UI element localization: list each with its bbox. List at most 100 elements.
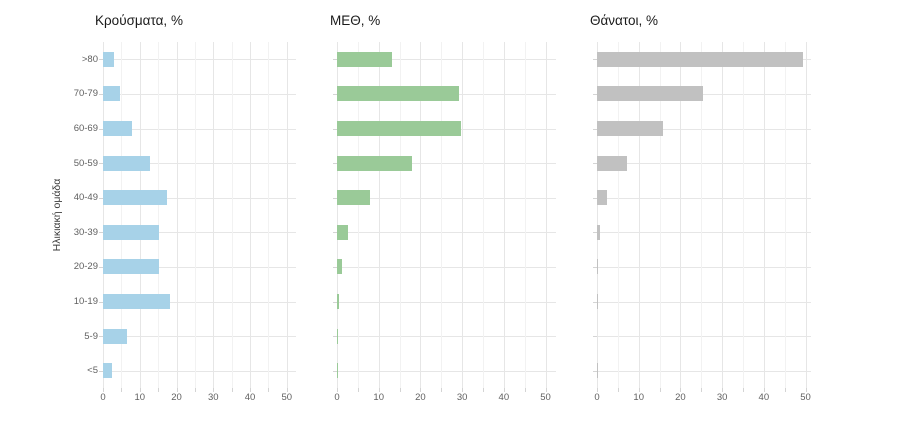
y-axis-tick bbox=[99, 59, 103, 61]
y-axis-tick bbox=[593, 370, 597, 372]
gridline-vertical bbox=[231, 42, 233, 388]
bar bbox=[337, 224, 348, 240]
bar bbox=[337, 328, 339, 344]
y-axis-tick bbox=[593, 128, 597, 130]
gridline-horizontal bbox=[103, 197, 296, 199]
x-axis-tick bbox=[701, 388, 703, 392]
bar bbox=[597, 86, 704, 102]
gridline-horizontal bbox=[103, 93, 296, 95]
gridline-horizontal bbox=[337, 197, 556, 199]
x-tick-label: 10 bbox=[134, 392, 146, 403]
gridline-vertical bbox=[176, 42, 178, 388]
gridline-horizontal bbox=[103, 336, 296, 338]
y-axis-tick bbox=[333, 266, 337, 268]
x-axis-tick bbox=[139, 388, 141, 392]
x-tick-label: 0 bbox=[100, 392, 106, 403]
gridline-vertical bbox=[139, 42, 141, 388]
plot-panel bbox=[337, 42, 556, 388]
x-axis-tick bbox=[194, 388, 196, 392]
bar bbox=[597, 155, 628, 171]
bar bbox=[337, 121, 462, 136]
gridline-vertical bbox=[441, 42, 443, 388]
gridline-vertical bbox=[659, 42, 661, 388]
y-axis-tick bbox=[593, 336, 597, 338]
x-axis-tick bbox=[805, 388, 807, 392]
x-axis-tick bbox=[250, 388, 252, 392]
x-axis-tick bbox=[483, 388, 484, 392]
y-axis-tick bbox=[593, 163, 597, 165]
gridline-horizontal bbox=[597, 301, 811, 303]
gridline-horizontal bbox=[103, 59, 296, 61]
y-axis-tick bbox=[333, 301, 337, 303]
bar bbox=[597, 259, 598, 275]
y-axis-tick bbox=[593, 232, 597, 234]
y-category-label: 50-59 bbox=[73, 157, 98, 169]
y-category-label: 40-49 bbox=[73, 192, 98, 204]
x-tick-label: 0 bbox=[594, 392, 600, 403]
gridline-vertical bbox=[784, 42, 786, 388]
x-tick-label: 30 bbox=[456, 392, 468, 403]
gridline-horizontal bbox=[597, 336, 811, 338]
x-tick-label: 20 bbox=[415, 392, 426, 403]
gridline-horizontal bbox=[337, 163, 556, 165]
gridline-horizontal bbox=[103, 163, 296, 165]
gridline-horizontal bbox=[597, 370, 811, 372]
gridline-vertical bbox=[617, 42, 619, 388]
x-axis-tick bbox=[763, 388, 765, 392]
x-axis-tick bbox=[784, 388, 786, 392]
y-category-label: 70-79 bbox=[73, 88, 98, 100]
x-tick-label: 50 bbox=[540, 392, 551, 403]
gridline-vertical bbox=[462, 42, 464, 388]
x-axis-tick bbox=[378, 388, 380, 392]
panel-title: Θάνατοι, % bbox=[590, 13, 659, 28]
y-axis-tick bbox=[99, 370, 103, 372]
x-axis-tick bbox=[722, 388, 724, 392]
y-axis-label: Ηλικιακή ομάδα bbox=[51, 178, 63, 252]
y-category-label: 60-69 bbox=[73, 123, 98, 134]
gridline-vertical bbox=[503, 42, 505, 388]
y-axis-tick bbox=[593, 93, 597, 95]
x-axis-tick bbox=[743, 388, 744, 392]
gridline-horizontal bbox=[337, 59, 556, 61]
x-axis-tick bbox=[462, 388, 464, 392]
x-axis-tick bbox=[524, 388, 526, 392]
x-axis-tick bbox=[597, 388, 598, 392]
bar bbox=[597, 121, 664, 136]
x-axis-tick bbox=[268, 388, 270, 392]
bar bbox=[103, 155, 150, 171]
gridline-vertical bbox=[268, 42, 270, 388]
panel-title: ΜΕΘ, % bbox=[330, 13, 381, 28]
gridline-horizontal bbox=[597, 128, 811, 130]
x-axis-tick bbox=[503, 388, 505, 392]
y-axis-tick bbox=[99, 128, 103, 130]
bar bbox=[337, 86, 460, 102]
gridline-horizontal bbox=[597, 163, 811, 165]
x-axis-tick bbox=[176, 388, 178, 392]
gridline-vertical bbox=[545, 42, 547, 388]
gridline-horizontal bbox=[337, 336, 556, 338]
y-axis-tick bbox=[99, 301, 103, 303]
y-category-label: >80 bbox=[81, 53, 98, 65]
gridline-vertical bbox=[399, 42, 401, 388]
gridline-horizontal bbox=[103, 232, 296, 234]
gridline-horizontal bbox=[103, 128, 296, 130]
y-axis-tick bbox=[99, 93, 103, 95]
gridline-vertical bbox=[483, 42, 484, 388]
gridline-vertical bbox=[378, 42, 380, 388]
gridline-vertical bbox=[638, 42, 640, 388]
y-axis-tick bbox=[99, 197, 103, 199]
bar bbox=[103, 224, 159, 240]
bar bbox=[103, 363, 113, 379]
x-axis-tick bbox=[158, 388, 160, 392]
x-axis-tick bbox=[213, 388, 215, 392]
x-tick-label: 40 bbox=[498, 392, 510, 403]
x-axis-tick bbox=[441, 388, 443, 392]
bar bbox=[597, 363, 598, 379]
bar bbox=[337, 190, 370, 206]
bar bbox=[337, 51, 393, 67]
x-axis-tick bbox=[286, 388, 288, 392]
x-tick-label: 10 bbox=[633, 392, 644, 403]
x-tick-label: 20 bbox=[171, 392, 182, 403]
x-axis-tick bbox=[103, 388, 104, 392]
